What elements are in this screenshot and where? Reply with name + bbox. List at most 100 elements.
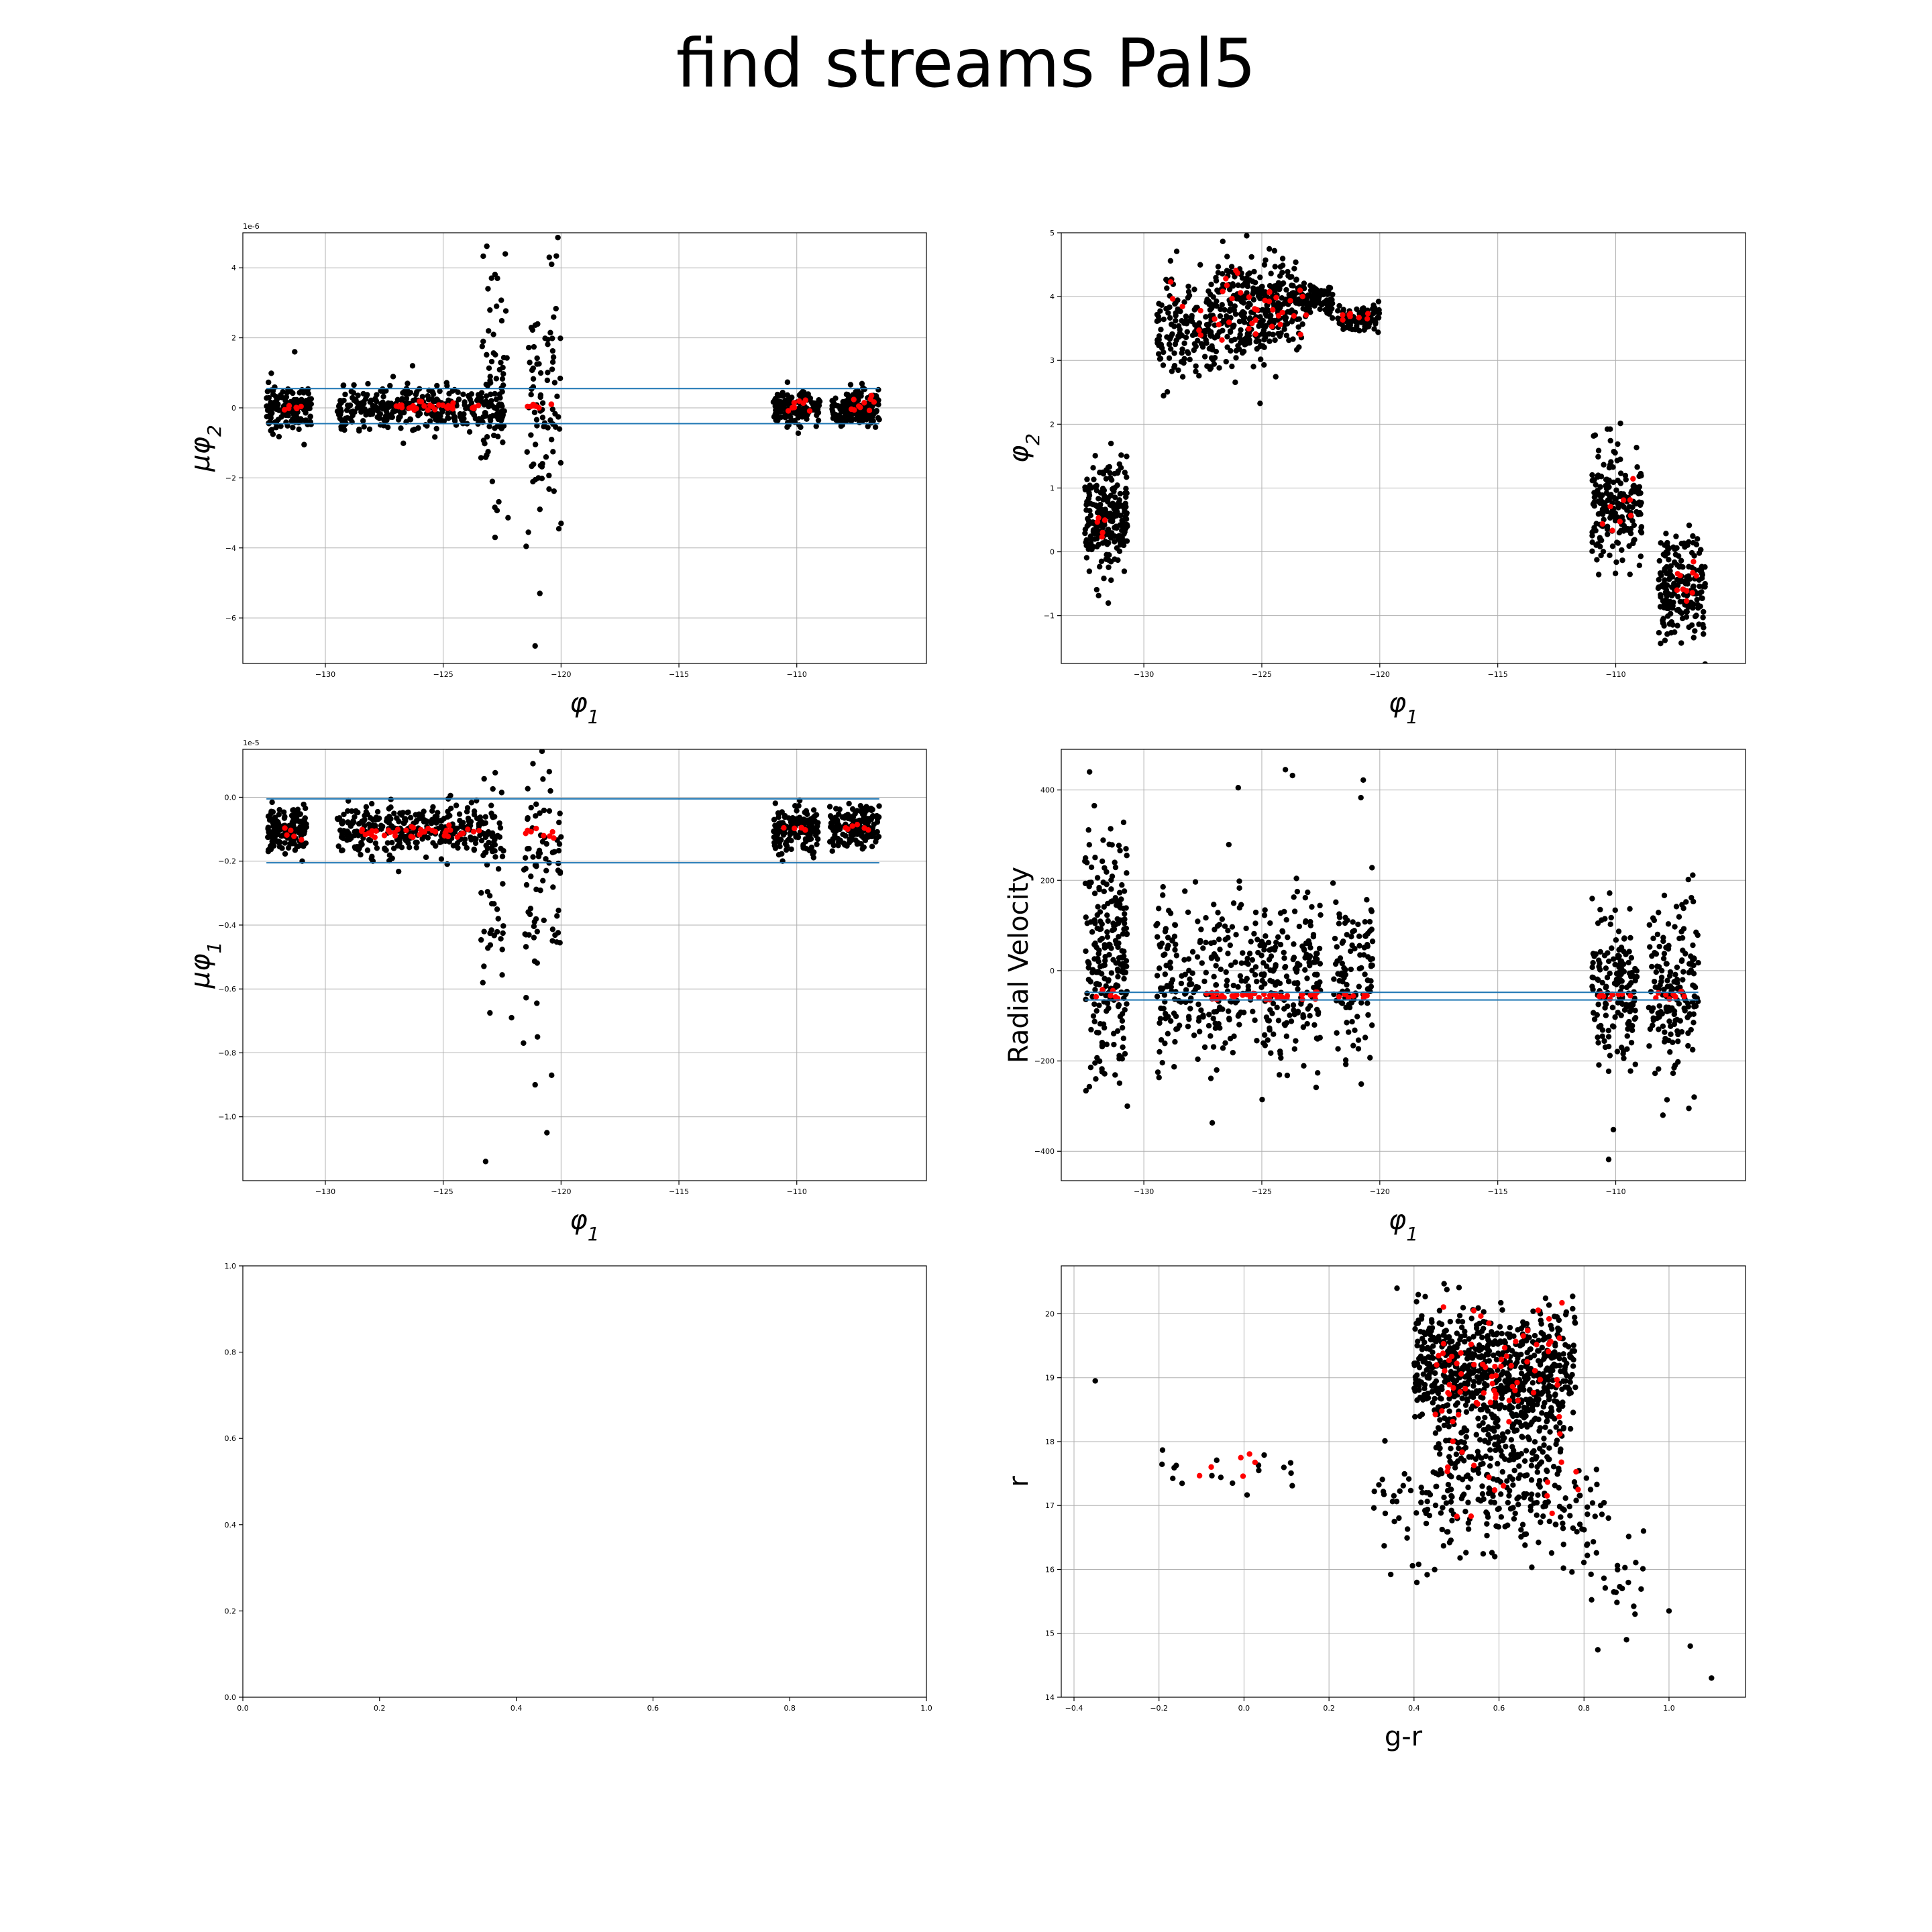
y-tick-label: −6 <box>225 614 236 623</box>
field-star-point <box>364 810 370 816</box>
field-star-point <box>398 845 405 851</box>
field-star-point <box>1653 969 1660 975</box>
field-star-point <box>522 855 529 861</box>
field-star-point <box>383 405 390 411</box>
field-star-point <box>349 808 355 814</box>
field-star-point <box>432 434 438 440</box>
field-star-point <box>1647 1026 1654 1032</box>
field-star-point <box>482 834 489 841</box>
stream-member-point <box>1620 497 1627 503</box>
field-star-point <box>1607 890 1613 896</box>
field-star-point <box>1159 1059 1165 1066</box>
field-star-point <box>305 421 311 427</box>
field-star-point <box>1095 541 1102 547</box>
field-star-point <box>1225 934 1231 941</box>
field-star-point <box>804 416 810 422</box>
field-star-point <box>1218 966 1224 973</box>
field-star-point <box>1185 1023 1191 1030</box>
stream-member-point <box>1307 992 1313 998</box>
field-star-point <box>1300 1024 1307 1030</box>
field-star-point <box>1599 979 1605 986</box>
field-star-point <box>481 775 487 782</box>
field-star-point <box>549 347 556 354</box>
field-star-point <box>1280 280 1287 286</box>
data-points <box>265 749 882 1165</box>
field-star-point <box>1097 909 1104 915</box>
field-star-point <box>1110 1030 1117 1036</box>
field-star-point <box>1099 488 1105 495</box>
field-star-point <box>835 839 842 846</box>
field-star-point <box>547 329 553 336</box>
field-star-point <box>492 769 498 776</box>
field-star-point <box>783 847 790 853</box>
field-star-point <box>454 825 460 832</box>
field-star-point <box>1638 528 1644 535</box>
field-star-point <box>1613 487 1619 493</box>
field-star-point <box>266 379 272 386</box>
field-star-point <box>796 803 802 809</box>
x-tick-label: −125 <box>433 670 453 679</box>
field-star-point <box>356 847 362 853</box>
field-star-point <box>1118 955 1124 961</box>
field-star-point <box>1611 1024 1617 1030</box>
field-star-point <box>491 405 498 411</box>
field-star-point <box>1668 1031 1674 1037</box>
y-tick-label: 3 <box>1050 356 1055 365</box>
field-star-point <box>488 358 495 365</box>
field-star-point <box>1153 922 1159 928</box>
field-star-point <box>1497 1324 1503 1330</box>
field-star-point <box>1182 971 1188 977</box>
field-star-point <box>554 913 560 919</box>
y-offset-text: 1e-6 <box>243 222 260 231</box>
field-star-point <box>1117 847 1123 854</box>
outlier-point <box>558 521 564 527</box>
field-star-point <box>1212 1025 1219 1031</box>
field-star-point <box>1256 338 1262 344</box>
field-star-point <box>543 867 549 874</box>
field-star-point <box>1688 549 1695 556</box>
field-star-point <box>1283 286 1289 293</box>
stream-member-point <box>1346 995 1352 1001</box>
field-star-point <box>484 845 491 851</box>
field-star-point <box>1275 330 1281 337</box>
field-star-point <box>482 410 488 416</box>
field-star-point <box>1612 961 1618 967</box>
field-star-point <box>500 413 506 419</box>
field-star-point <box>1192 322 1198 328</box>
field-star-point <box>500 923 506 929</box>
field-star-point <box>1656 576 1662 583</box>
field-star-point <box>1252 920 1258 926</box>
field-star-point <box>1106 564 1112 570</box>
field-star-point <box>1091 1018 1097 1024</box>
field-star-point <box>1662 589 1669 596</box>
field-star-point <box>849 806 856 812</box>
stream-member-point <box>1099 529 1106 536</box>
field-star-point <box>1289 274 1295 280</box>
field-star-point <box>1254 936 1260 943</box>
stream-member-point <box>443 827 449 833</box>
field-star-point <box>301 828 308 835</box>
stream-member-point <box>1099 534 1105 540</box>
field-star-point <box>1693 929 1699 936</box>
field-star-point <box>556 819 562 826</box>
x-tick-label: −0.4 <box>1065 1704 1083 1713</box>
field-star-point <box>361 424 367 430</box>
field-star-point <box>1090 527 1097 533</box>
field-star-point <box>1233 355 1239 361</box>
field-star-point <box>280 833 286 839</box>
field-star-point <box>548 437 555 443</box>
field-star-point <box>1167 258 1174 264</box>
field-star-point <box>1675 553 1682 559</box>
field-star-point <box>455 389 461 395</box>
field-star-point <box>1666 557 1672 563</box>
field-star-point <box>529 749 533 750</box>
field-star-point <box>1656 1026 1662 1032</box>
field-star-point <box>1096 981 1102 987</box>
field-star-point <box>1591 1010 1597 1016</box>
field-star-point <box>384 818 390 824</box>
field-star-point <box>1664 542 1670 548</box>
field-star-point <box>279 845 285 851</box>
field-star-point <box>1175 367 1181 374</box>
field-star-point <box>402 818 409 824</box>
field-star-point <box>305 405 311 412</box>
